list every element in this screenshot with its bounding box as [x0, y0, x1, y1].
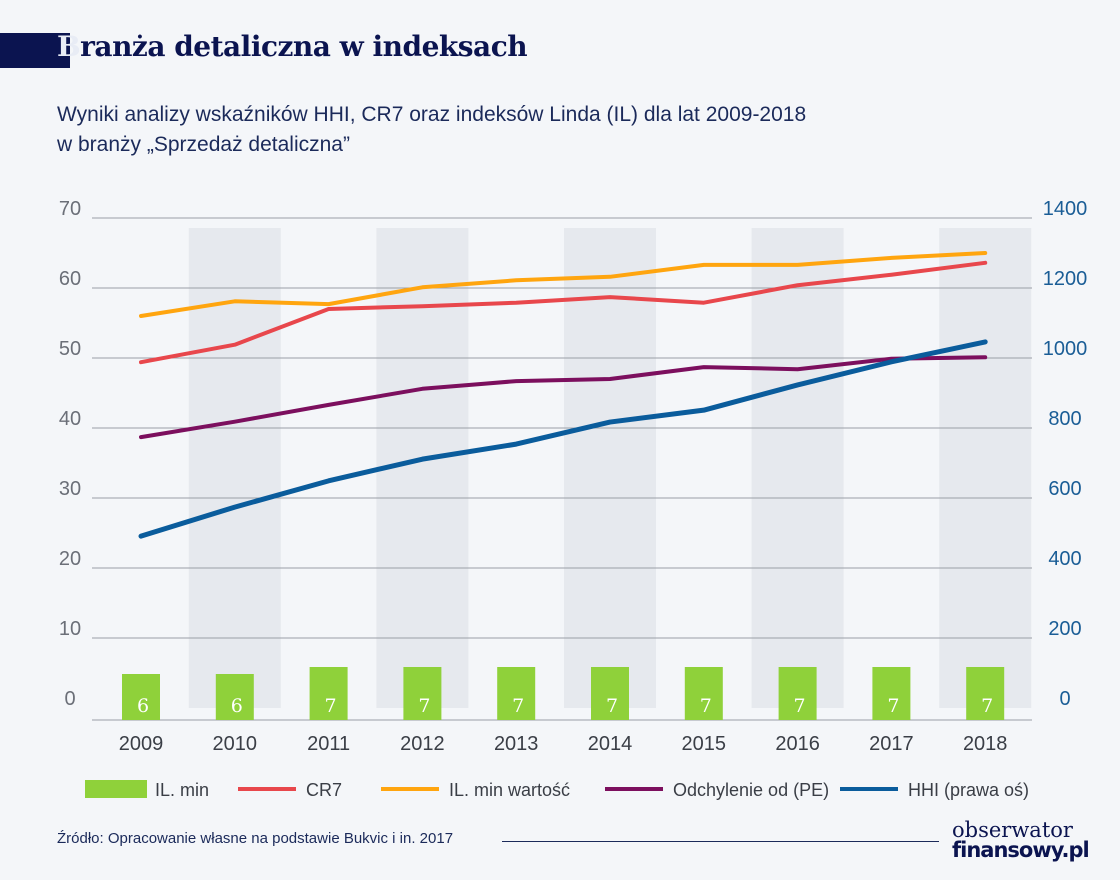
- subtitle-line-1: Wyniki analizy wskaźników HHI, CR7 oraz …: [57, 103, 807, 126]
- right-tick-label: 200: [1048, 618, 1081, 640]
- left-tick-label: 50: [59, 338, 81, 360]
- legend-label: IL. min wartość: [449, 780, 570, 800]
- logo: obserwator finansowy.pl: [952, 818, 1090, 862]
- bar: [684, 667, 723, 720]
- subtitle-line-2: w branży „Sprzedaż detaliczna”: [57, 133, 350, 156]
- logo-line-1: obserwator: [952, 818, 1073, 842]
- bar-label: 6: [231, 695, 243, 717]
- left-tick-label: 60: [59, 268, 81, 290]
- left-tick-label: 0: [64, 688, 75, 710]
- title-accent-block: [0, 33, 70, 68]
- bar: [122, 674, 160, 720]
- right-tick-label: 1200: [1043, 268, 1088, 290]
- right-tick-label: 1400: [1043, 198, 1088, 220]
- x-tick-label: 2012: [400, 733, 445, 755]
- chart-title: Branża detaliczna w indeksach: [57, 30, 528, 63]
- series-line-il-min-warto-: [139, 251, 988, 318]
- x-tick-label: 2013: [494, 733, 539, 755]
- bar: [872, 667, 911, 720]
- column-band: [751, 228, 844, 708]
- bar-label: 6: [137, 695, 149, 717]
- bar-label: 7: [512, 695, 524, 717]
- left-tick-label: 30: [59, 478, 81, 500]
- right-tick-label: 0: [1059, 688, 1070, 710]
- bar-label: 7: [325, 695, 337, 717]
- x-tick-label: 2018: [963, 733, 1008, 755]
- bar-label: 7: [794, 695, 806, 717]
- right-tick-label: 1000: [1043, 338, 1088, 360]
- left-tick-label: 10: [59, 618, 81, 640]
- legend-label: Odchylenie od (PE): [673, 780, 829, 800]
- bar: [591, 667, 629, 720]
- x-tick-label: 2010: [213, 733, 258, 755]
- column-band: [564, 228, 656, 708]
- right-tick-label: 800: [1048, 408, 1081, 430]
- x-tick-label: 2014: [588, 733, 633, 755]
- left-tick-label: 20: [59, 548, 81, 570]
- right-tick-label: 400: [1048, 548, 1081, 570]
- right-tick-label: 600: [1048, 478, 1081, 500]
- logo-line-2: finansowy.pl: [952, 838, 1090, 862]
- bar: [778, 667, 817, 720]
- source-note: Źródło: Opracowanie własne na podstawie …: [57, 830, 454, 847]
- left-tick-label: 40: [59, 408, 81, 430]
- bar-label: 7: [887, 695, 899, 717]
- x-tick-label: 2017: [869, 733, 914, 755]
- x-tick-label: 2015: [682, 733, 727, 755]
- bar-label: 7: [418, 695, 430, 717]
- series-line-odchylenie-od-pe-: [139, 355, 988, 440]
- bar: [403, 667, 442, 720]
- x-tick-label: 2016: [775, 733, 820, 755]
- bar-label: 7: [700, 695, 712, 717]
- x-tick-label: 2009: [119, 733, 164, 755]
- title-first-letter: B: [57, 30, 81, 63]
- legend-label: CR7: [306, 780, 342, 800]
- bar: [497, 667, 536, 720]
- title-rest: ranża detaliczna w indeksach: [80, 30, 528, 63]
- legend-label: IL. min: [155, 780, 209, 800]
- legend-label: HHI (prawa oś): [908, 780, 1029, 800]
- x-tick-label: 2011: [307, 733, 350, 755]
- series-line-hhi-prawa-o-: [138, 339, 988, 539]
- left-tick-label: 70: [59, 198, 81, 220]
- chart-subtitle: Wyniki analizy wskaźników HHI, CR7 oraz …: [57, 100, 806, 160]
- column-band: [939, 228, 1032, 708]
- bar-label: 7: [606, 695, 618, 717]
- bar: [309, 667, 348, 720]
- bar: [215, 674, 254, 720]
- bar-label: 7: [981, 695, 993, 717]
- source-divider: [502, 841, 939, 842]
- legend-swatch: [85, 780, 147, 798]
- series-line-cr7: [139, 260, 988, 365]
- bar: [966, 667, 1005, 720]
